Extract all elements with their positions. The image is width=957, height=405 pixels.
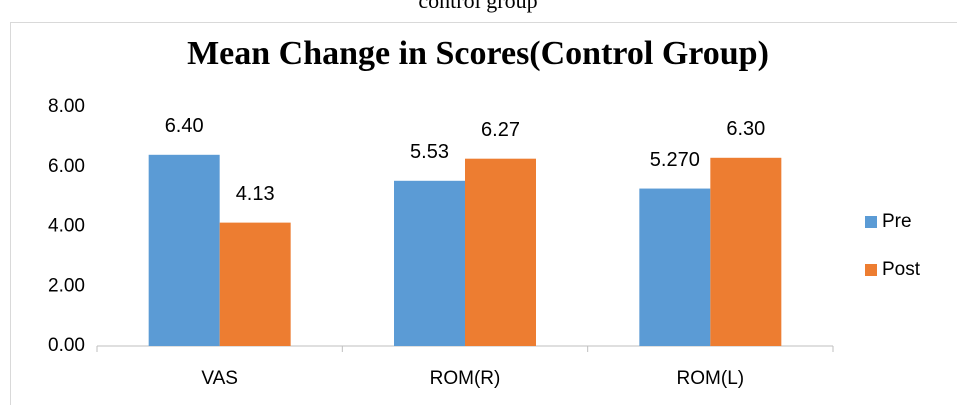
y-tick-label: 6.00 [48, 156, 85, 177]
data-label: 6.40 [165, 115, 204, 137]
y-tick-label: 0.00 [48, 335, 85, 356]
bar [394, 180, 465, 346]
data-label: 6.27 [481, 119, 520, 141]
caption: control group [418, 0, 537, 13]
data-label: 4.13 [236, 183, 275, 205]
x-tick-label: ROM(R) [430, 368, 501, 389]
data-label: 5.270 [650, 149, 700, 171]
legend-label: Post [882, 259, 921, 280]
y-tick-label: 4.00 [48, 216, 85, 237]
bar [148, 154, 220, 346]
y-tick-label: 8.00 [48, 96, 85, 117]
legend-swatch [865, 264, 877, 276]
chart-title: Mean Change in Scores(Control Group) [187, 35, 769, 72]
x-tick-label: VAS [201, 368, 238, 389]
bar [219, 222, 291, 346]
y-tick-label: 2.00 [48, 275, 85, 296]
bar [465, 158, 536, 346]
data-label: 5.53 [410, 141, 449, 163]
bar [639, 188, 711, 346]
chart-border [10, 22, 957, 405]
legend-swatch [865, 216, 877, 228]
bar [710, 157, 782, 346]
x-tick-label: ROM(L) [677, 368, 745, 389]
data-label: 6.30 [726, 118, 765, 140]
legend-label: Pre [882, 211, 912, 232]
